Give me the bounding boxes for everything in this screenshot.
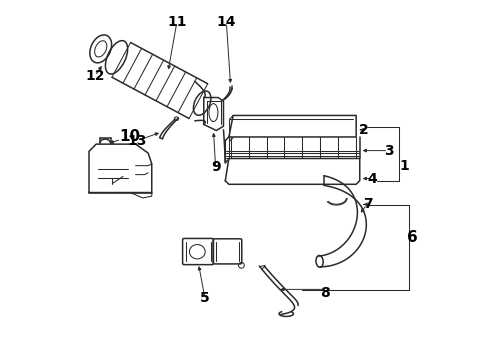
Text: 14: 14 (217, 15, 236, 29)
Text: 11: 11 (167, 15, 187, 29)
Text: 13: 13 (128, 134, 147, 148)
Text: 12: 12 (85, 69, 105, 83)
Text: 7: 7 (363, 197, 373, 211)
Text: 10: 10 (119, 129, 140, 144)
Text: 8: 8 (320, 286, 329, 300)
Text: 4: 4 (368, 172, 377, 185)
Text: 1: 1 (400, 159, 410, 173)
Text: 6: 6 (408, 230, 418, 245)
Text: 2: 2 (359, 123, 368, 137)
Text: 5: 5 (200, 291, 210, 305)
Text: 3: 3 (384, 144, 393, 158)
Text: 9: 9 (211, 161, 220, 175)
